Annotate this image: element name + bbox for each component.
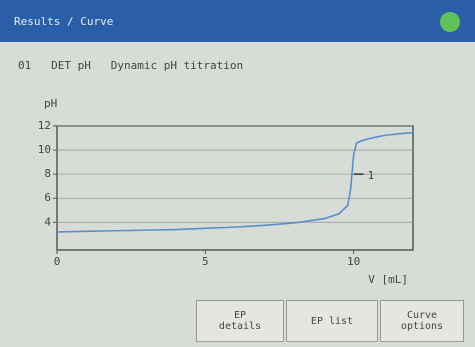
y-tick-label: 6 [44, 191, 51, 204]
y-tick-label: 10 [38, 143, 51, 156]
x-tick-label: 0 [54, 255, 61, 268]
ep-details-button[interactable]: EP details [196, 300, 284, 342]
ep-label: 1 [368, 169, 375, 182]
y-tick-label: 12 [38, 119, 51, 132]
x-axis-label: V [mL] [368, 273, 408, 286]
curve [57, 133, 413, 232]
curve-options-button[interactable]: Curve options [380, 300, 464, 342]
chart: Results / Curve 01 DET pH Dynamic pH tit… [0, 0, 475, 347]
screen: Results / Curve 01 DET pH Dynamic pH tit… [0, 0, 475, 347]
status-light [440, 12, 460, 32]
y-tick-label: 4 [44, 215, 51, 228]
x-tick-label: 5 [202, 255, 209, 268]
y-axis-label: pH [44, 97, 57, 110]
subtitle: 01 DET pH Dynamic pH titration [18, 59, 243, 72]
page: Results / Curve 01 DET pH Dynamic pH tit… [0, 0, 475, 347]
y-tick-label: 8 [44, 167, 51, 180]
x-tick-label: 10 [347, 255, 360, 268]
ep-list-button[interactable]: EP list [286, 300, 378, 342]
header-title: Results / Curve [14, 15, 113, 28]
